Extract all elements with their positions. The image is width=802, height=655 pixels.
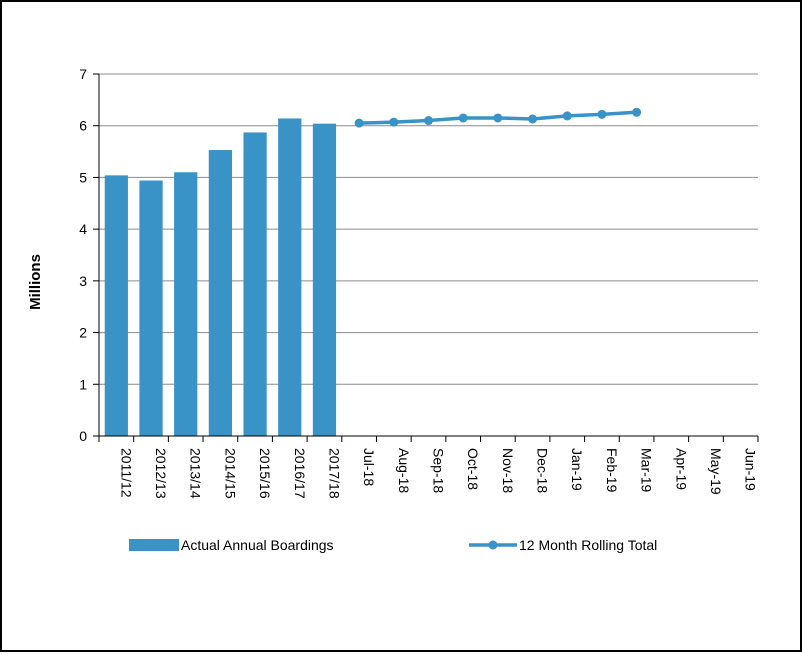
- x-tick-label: Jul-18: [361, 448, 377, 486]
- x-tick-label: Apr-19: [673, 448, 689, 490]
- line-point: [597, 109, 607, 119]
- x-tick-label: Jan-19: [569, 448, 585, 491]
- line-point: [458, 113, 468, 123]
- x-tick-label: Jun-19: [743, 448, 759, 491]
- axes: [93, 73, 759, 442]
- x-tick-label: May-19: [708, 448, 724, 495]
- bar: [104, 175, 128, 437]
- line-series: [354, 107, 642, 128]
- bar: [139, 180, 163, 436]
- legend-label: 12 Month Rolling Total: [519, 537, 657, 553]
- line-point: [389, 117, 399, 127]
- y-tick-label: 1: [79, 376, 87, 392]
- x-tick-label: Oct-18: [465, 448, 481, 490]
- line-point: [354, 118, 364, 128]
- line-point: [424, 116, 433, 126]
- y-tick-label: 5: [79, 169, 87, 185]
- y-axis-label: Millions: [27, 254, 44, 310]
- bar-series: [104, 118, 337, 437]
- y-tick-label: 6: [79, 118, 87, 134]
- legend-label: Actual Annual Boardings: [181, 537, 334, 553]
- bar: [243, 132, 267, 437]
- y-tick-label: 4: [79, 221, 87, 237]
- x-tick-label: Feb-19: [604, 448, 620, 493]
- x-tick-label: 2017/18: [326, 448, 342, 499]
- x-tick-label: 2014/15: [222, 448, 238, 499]
- line-point: [562, 111, 572, 121]
- x-tick-label: Mar-19: [639, 448, 655, 493]
- x-tick-label: Aug-18: [396, 448, 412, 493]
- legend-swatch-bar: [129, 539, 179, 551]
- line-point: [632, 107, 642, 117]
- line-point: [493, 113, 503, 123]
- y-tick-labels: 0 1 2 3 4 5 6 7: [79, 66, 87, 444]
- legend-swatch-marker: [488, 540, 498, 550]
- x-tick-label: Nov-18: [500, 448, 516, 493]
- y-tick-label: 7: [79, 66, 87, 82]
- bar: [278, 118, 302, 436]
- line-point: [528, 114, 538, 124]
- x-tick-label: 2011/12: [118, 448, 134, 498]
- x-tick-label: Sep-18: [431, 448, 447, 493]
- x-tick-label: 2015/16: [257, 448, 273, 499]
- x-tick-label: Dec-18: [535, 448, 551, 493]
- y-tick-label: 2: [79, 325, 87, 341]
- y-tick-label: 0: [79, 428, 87, 444]
- legend: Actual Annual Boardings 12 Month Rolling …: [129, 537, 657, 553]
- x-tick-labels: 2011/12 2012/13 2013/14 2014/15 2015/16 2016/…: [118, 448, 758, 499]
- x-tick-label: 2016/17: [292, 448, 308, 499]
- y-tick-label: 3: [79, 273, 87, 289]
- bar: [208, 150, 233, 436]
- x-tick-label: 2012/13: [153, 448, 169, 499]
- bar: [312, 123, 337, 436]
- x-tick-label: 2013/14: [188, 448, 204, 499]
- bar: [174, 172, 198, 436]
